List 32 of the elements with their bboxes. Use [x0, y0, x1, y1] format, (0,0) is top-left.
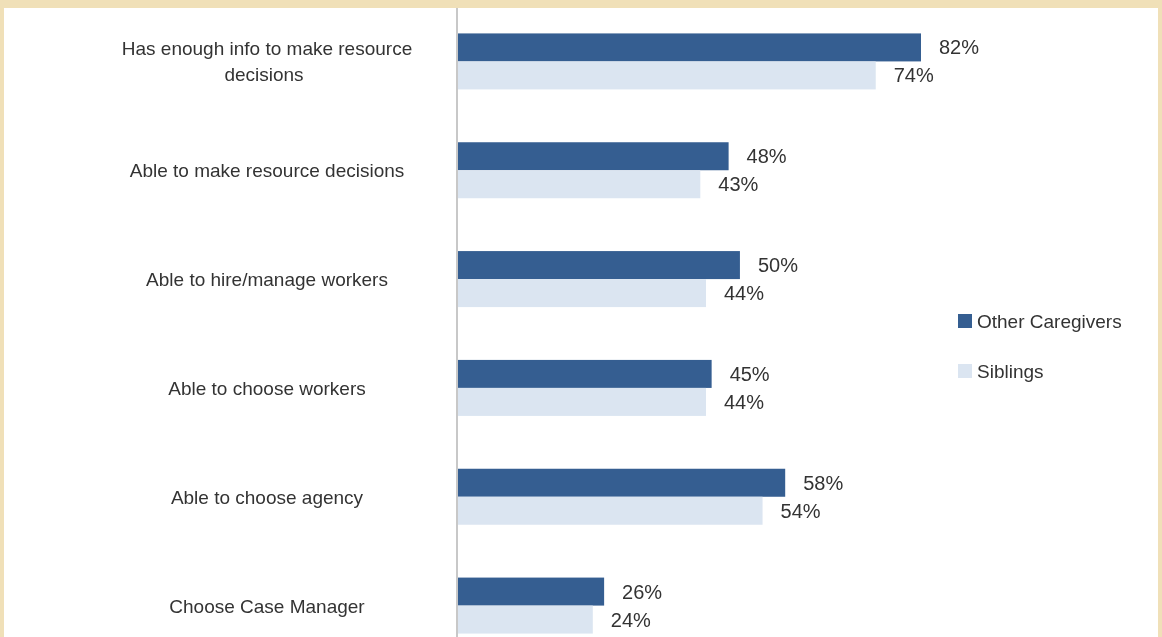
data-label: 74% [893, 64, 934, 87]
bar [457, 142, 729, 171]
data-label: 44% [723, 390, 765, 413]
legend-label: Siblings [977, 361, 1044, 382]
bar [457, 170, 701, 199]
y-tick-label: Has enough info to make resource decisions [121, 38, 413, 86]
bar [457, 33, 921, 62]
y-tick-label: Choose Case Manager [169, 595, 366, 617]
data-label: 45% [729, 362, 770, 385]
data-label: 26% [622, 580, 663, 603]
data-label: 50% [757, 254, 799, 277]
bar [457, 61, 876, 90]
data-label: 54% [780, 499, 821, 522]
bar [457, 359, 712, 388]
legend-label: Other Caregivers [977, 311, 1122, 332]
bar [457, 251, 740, 280]
y-tick-label: Able to make resource decisions [129, 160, 405, 182]
data-label: 82% [939, 36, 980, 59]
bar [457, 279, 706, 308]
bar [457, 577, 605, 606]
data-label: 24% [610, 608, 652, 631]
y-tick-label: Able to hire/manage workers [146, 269, 388, 291]
data-label: 58% [803, 471, 844, 494]
bar [457, 468, 786, 497]
y-tick-label: Able to choose agency [170, 486, 364, 508]
bar [457, 496, 763, 525]
bar [457, 605, 593, 634]
data-label: 44% [723, 282, 765, 305]
y-tick-label: Able to choose workers [168, 377, 366, 399]
data-label: 43% [718, 173, 759, 196]
bar [457, 387, 706, 416]
data-label: 48% [746, 145, 787, 168]
